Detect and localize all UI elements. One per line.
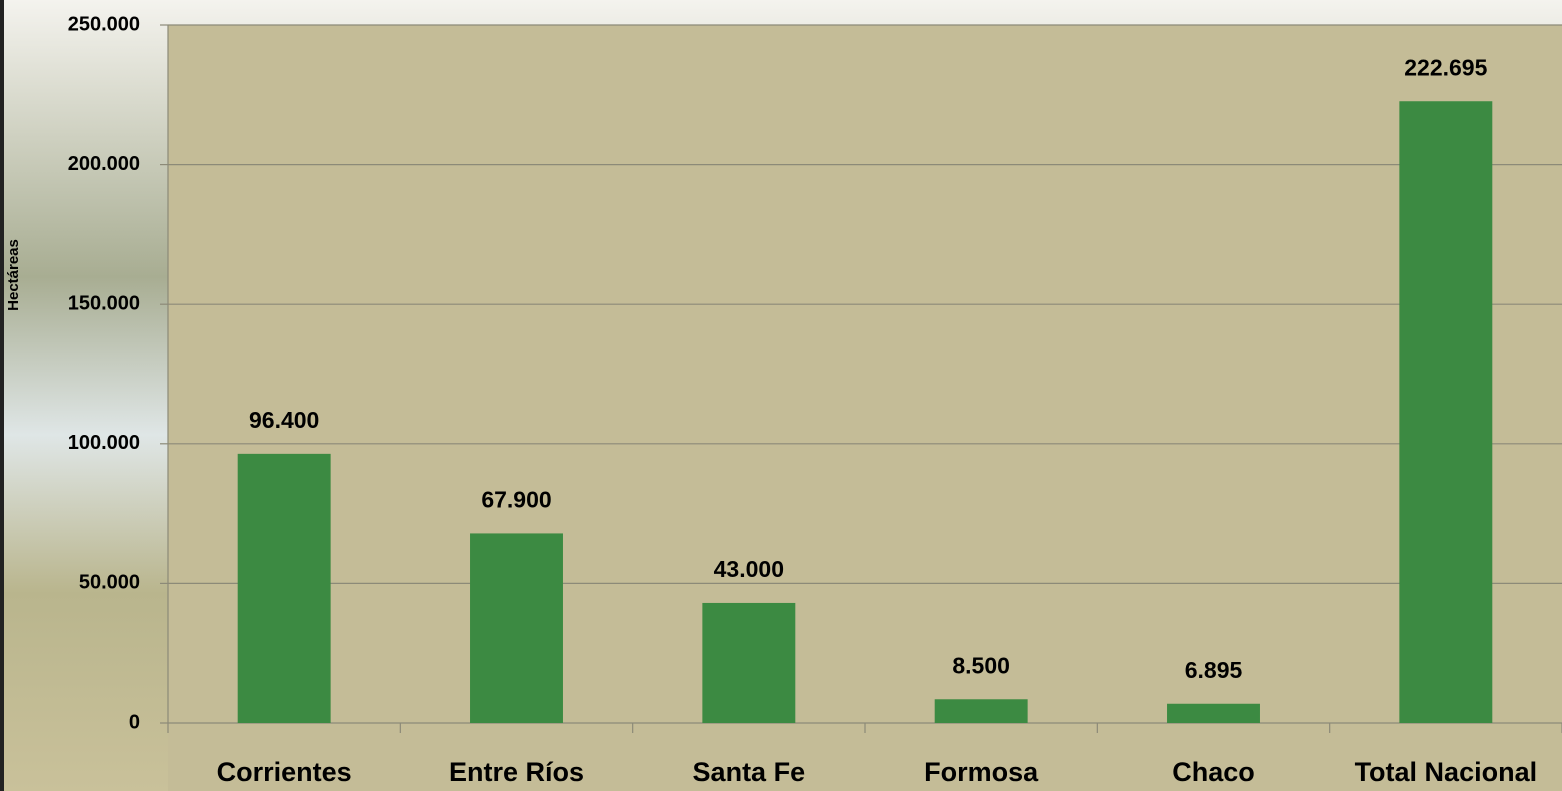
data-label: 43.000 — [714, 556, 784, 582]
bar — [702, 602, 796, 723]
data-label: 67.900 — [481, 487, 551, 513]
x-tick-label: Total Nacional — [1355, 757, 1538, 787]
y-tick-label: 150.000 — [68, 292, 140, 314]
data-label: 8.500 — [952, 652, 1010, 678]
data-label: 222.695 — [1404, 54, 1487, 80]
x-tick-label: Entre Ríos — [449, 757, 584, 787]
y-tick-label: 0 — [129, 711, 140, 733]
data-label: 96.400 — [249, 407, 319, 433]
x-tick-label: Formosa — [924, 757, 1039, 787]
y-tick-label: 250.000 — [68, 13, 140, 35]
x-tick-label: Santa Fe — [693, 757, 806, 787]
x-tick-label: Corrientes — [217, 757, 352, 787]
y-axis-label: Hectáreas — [5, 239, 22, 311]
bar — [1167, 703, 1260, 723]
data-label: 6.895 — [1185, 657, 1243, 683]
y-tick-label: 100.000 — [68, 432, 140, 454]
x-tick-label: Chaco — [1172, 757, 1255, 787]
bar — [237, 453, 331, 723]
plot-area — [168, 25, 1562, 723]
bar — [470, 533, 563, 723]
bar — [934, 699, 1028, 723]
bar — [1399, 101, 1493, 724]
category-band — [168, 723, 1562, 791]
y-tick-label: 200.000 — [68, 153, 140, 175]
y-tick-label: 50.000 — [79, 572, 140, 594]
left-edge — [0, 0, 4, 791]
